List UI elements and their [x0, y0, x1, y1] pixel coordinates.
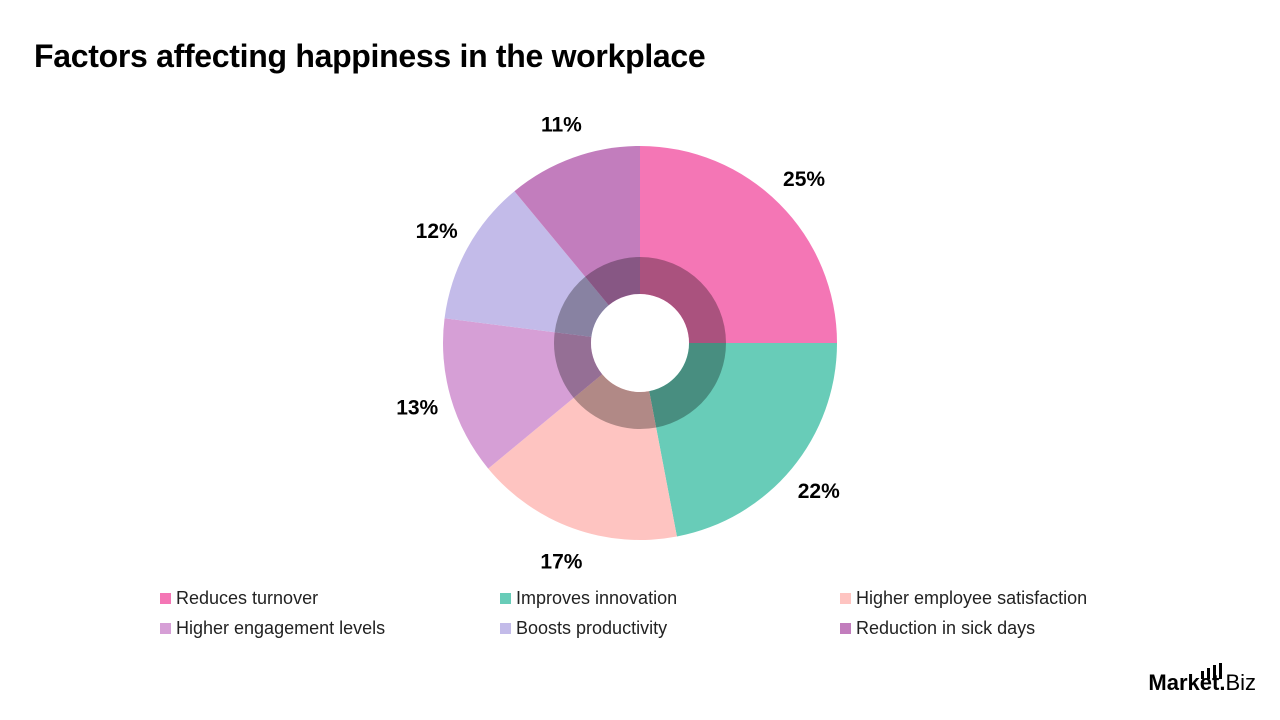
percentage-label: 13%: [396, 397, 438, 420]
legend-item: Boosts productivity: [500, 618, 840, 639]
inner-ring-shade: [554, 276, 609, 337]
legend-label: Reduces turnover: [176, 588, 319, 608]
legend-item: Higher employee satisfaction: [840, 588, 1160, 609]
percentage-labels: 25% 22% 17% 13% 12% 11%: [396, 114, 840, 574]
percentage-label: 12%: [416, 220, 458, 243]
inner-ring-shade: [640, 257, 726, 343]
percentage-label: 22%: [798, 480, 840, 503]
inner-ring-segment: [585, 257, 640, 306]
percentage-label: 11%: [541, 114, 582, 137]
inner-ring-shade: [585, 257, 640, 306]
logo-strong-text: Market.: [1148, 663, 1226, 696]
legend-item: Improves innovation: [500, 588, 840, 609]
inner-ring-segment: [649, 343, 726, 428]
inner-ring-segment: [640, 257, 726, 343]
legend-label: Improves innovation: [516, 588, 678, 608]
inner-ring-shade: [649, 343, 726, 428]
legend-label: Reduction in sick days: [856, 618, 1036, 638]
legend-label: Boosts productivity: [516, 618, 668, 638]
legend-label: Higher employee satisfaction: [856, 588, 1088, 608]
inner-shaded-ring: [554, 257, 726, 429]
percentage-label: 17%: [540, 550, 582, 573]
marketbiz-logo: Market. Biz: [1148, 663, 1256, 696]
inner-ring-shade: [573, 374, 657, 429]
inner-ring-segment: [554, 276, 609, 337]
inner-ring-segment: [573, 374, 657, 429]
donut-hole: [591, 294, 689, 392]
percentage-label: 25%: [783, 168, 825, 191]
inner-ring-shade: [554, 332, 603, 398]
legend-item: Higher engagement levels: [160, 618, 500, 639]
legend-swatch-icon: [500, 593, 511, 604]
chart-title: Factors affecting happiness in the workp…: [34, 38, 706, 74]
logo-dot: .: [1219, 670, 1226, 695]
legend-item: Reduction in sick days: [840, 618, 1160, 639]
legend-swatch-icon: [160, 593, 171, 604]
legend-label: Higher engagement levels: [176, 618, 386, 638]
chart-legend: Reduces turnover Improves innovation Highe…: [160, 588, 1160, 639]
legend-swatch-icon: [840, 593, 851, 604]
inner-ring-segment: [554, 332, 603, 398]
legend-swatch-icon: [160, 623, 171, 634]
legend-item: Reduces turnover: [160, 588, 500, 609]
logo-biz: Biz: [1225, 670, 1256, 695]
legend-swatch-icon: [840, 623, 851, 634]
legend-swatch-icon: [500, 623, 511, 634]
bar-chart-icon: [1201, 663, 1223, 679]
